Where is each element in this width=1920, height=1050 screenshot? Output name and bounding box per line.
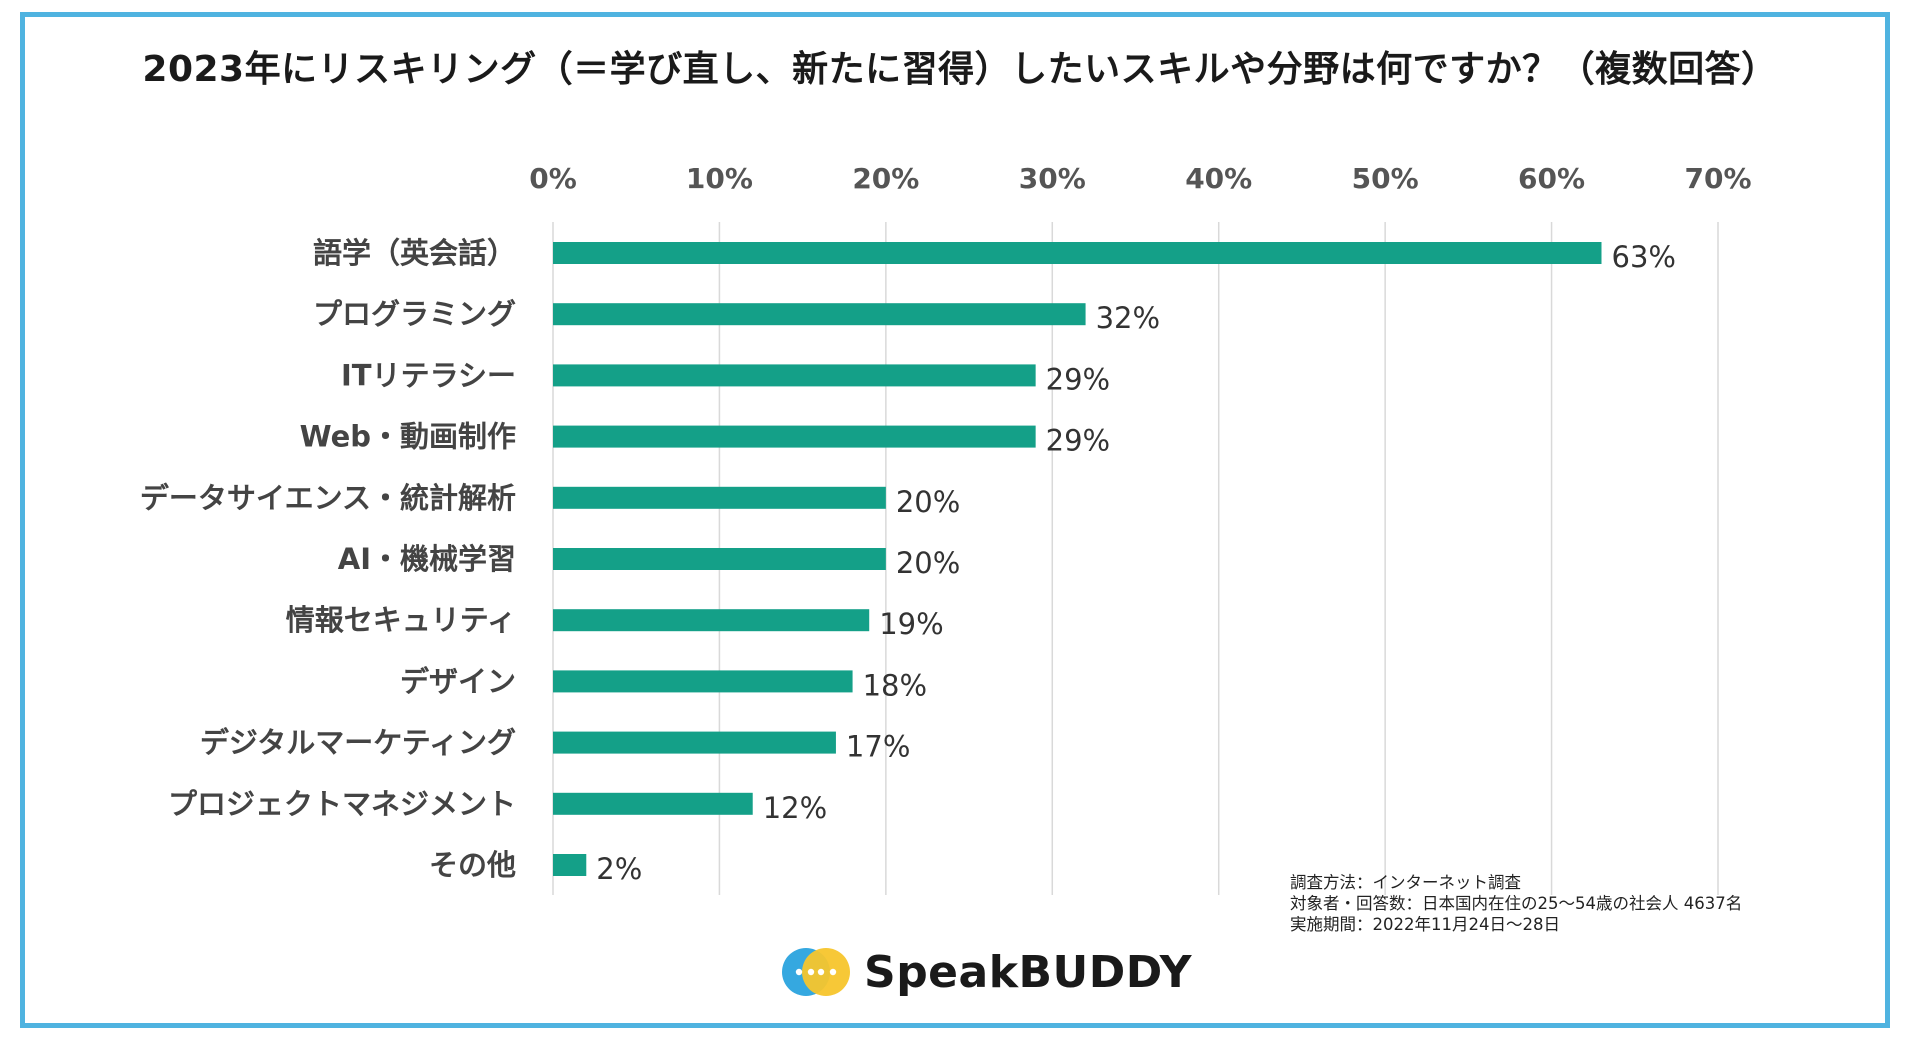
data-label: 2% [596,852,642,886]
bar [553,731,836,754]
category-label: ITリテラシー [341,358,516,392]
category-label: 情報セキュリティ [286,603,516,637]
category-label: その他 [429,848,516,882]
category-label: 語学（英会話） [313,236,516,270]
brand-name: SpeakBUDDY [864,946,1192,998]
data-label: 20% [896,485,960,519]
chart-title: 2023年にリスキリング（＝学び直し、新たに習得）したいスキルや分野は何ですか？… [142,49,1778,90]
bar [553,364,1036,387]
x-tick-label: 20% [852,162,919,195]
x-tick-label: 50% [1352,162,1419,195]
data-label: 18% [863,668,927,702]
category-label: データサイエンス・統計解析 [140,481,516,515]
bar-chart: 0% 10% 20% 30% 40% 50% 60% 70% 語学（英会話） 63% プログラミング… [140,162,1752,895]
survey-respondents: 対象者・回答数：日本国内在住の25〜54歳の社会人 4637名 [1290,894,1743,913]
data-label: 19% [879,607,943,641]
category-label: プロジェクトマネジメント [168,787,516,821]
data-label: 63% [1612,240,1676,274]
x-tick-label: 40% [1185,162,1252,195]
speakbuddy-logo-icon [780,944,852,1000]
survey-period: 実施期間：2022年11月24日〜28日 [1290,915,1560,934]
bar [553,854,587,876]
bar [553,242,1602,264]
survey-method: 調査方法：インターネット調査 [1290,873,1521,892]
bar [553,609,870,632]
category-label: プログラミング [313,297,516,331]
x-tick-label: 10% [686,162,753,195]
bar [553,792,753,815]
bar [553,486,886,509]
bar [553,548,886,570]
category-label: デジタルマーケティング [200,726,516,760]
data-label: 29% [1046,362,1110,396]
category-label: AI・機械学習 [338,542,516,576]
chart-frame [20,12,1890,1028]
survey-notes: 調査方法：インターネット調査 対象者・回答数：日本国内在住の25〜54歳の社会人… [1290,872,1742,935]
bar [553,425,1036,448]
data-label: 20% [896,546,960,580]
brand: SpeakBUDDY [780,942,1192,1002]
data-label: 17% [846,730,910,764]
x-tick-label: 60% [1518,162,1585,195]
category-label: デザイン [400,664,516,698]
data-label: 12% [763,791,827,825]
bar [553,670,853,693]
category-label: Web・動画制作 [300,420,516,454]
data-label: 29% [1046,424,1110,458]
x-tick-label: 0% [529,162,577,195]
x-tick-label: 70% [1684,162,1751,195]
data-label: 32% [1096,301,1160,335]
x-tick-label: 30% [1019,162,1086,195]
bar [553,303,1086,326]
